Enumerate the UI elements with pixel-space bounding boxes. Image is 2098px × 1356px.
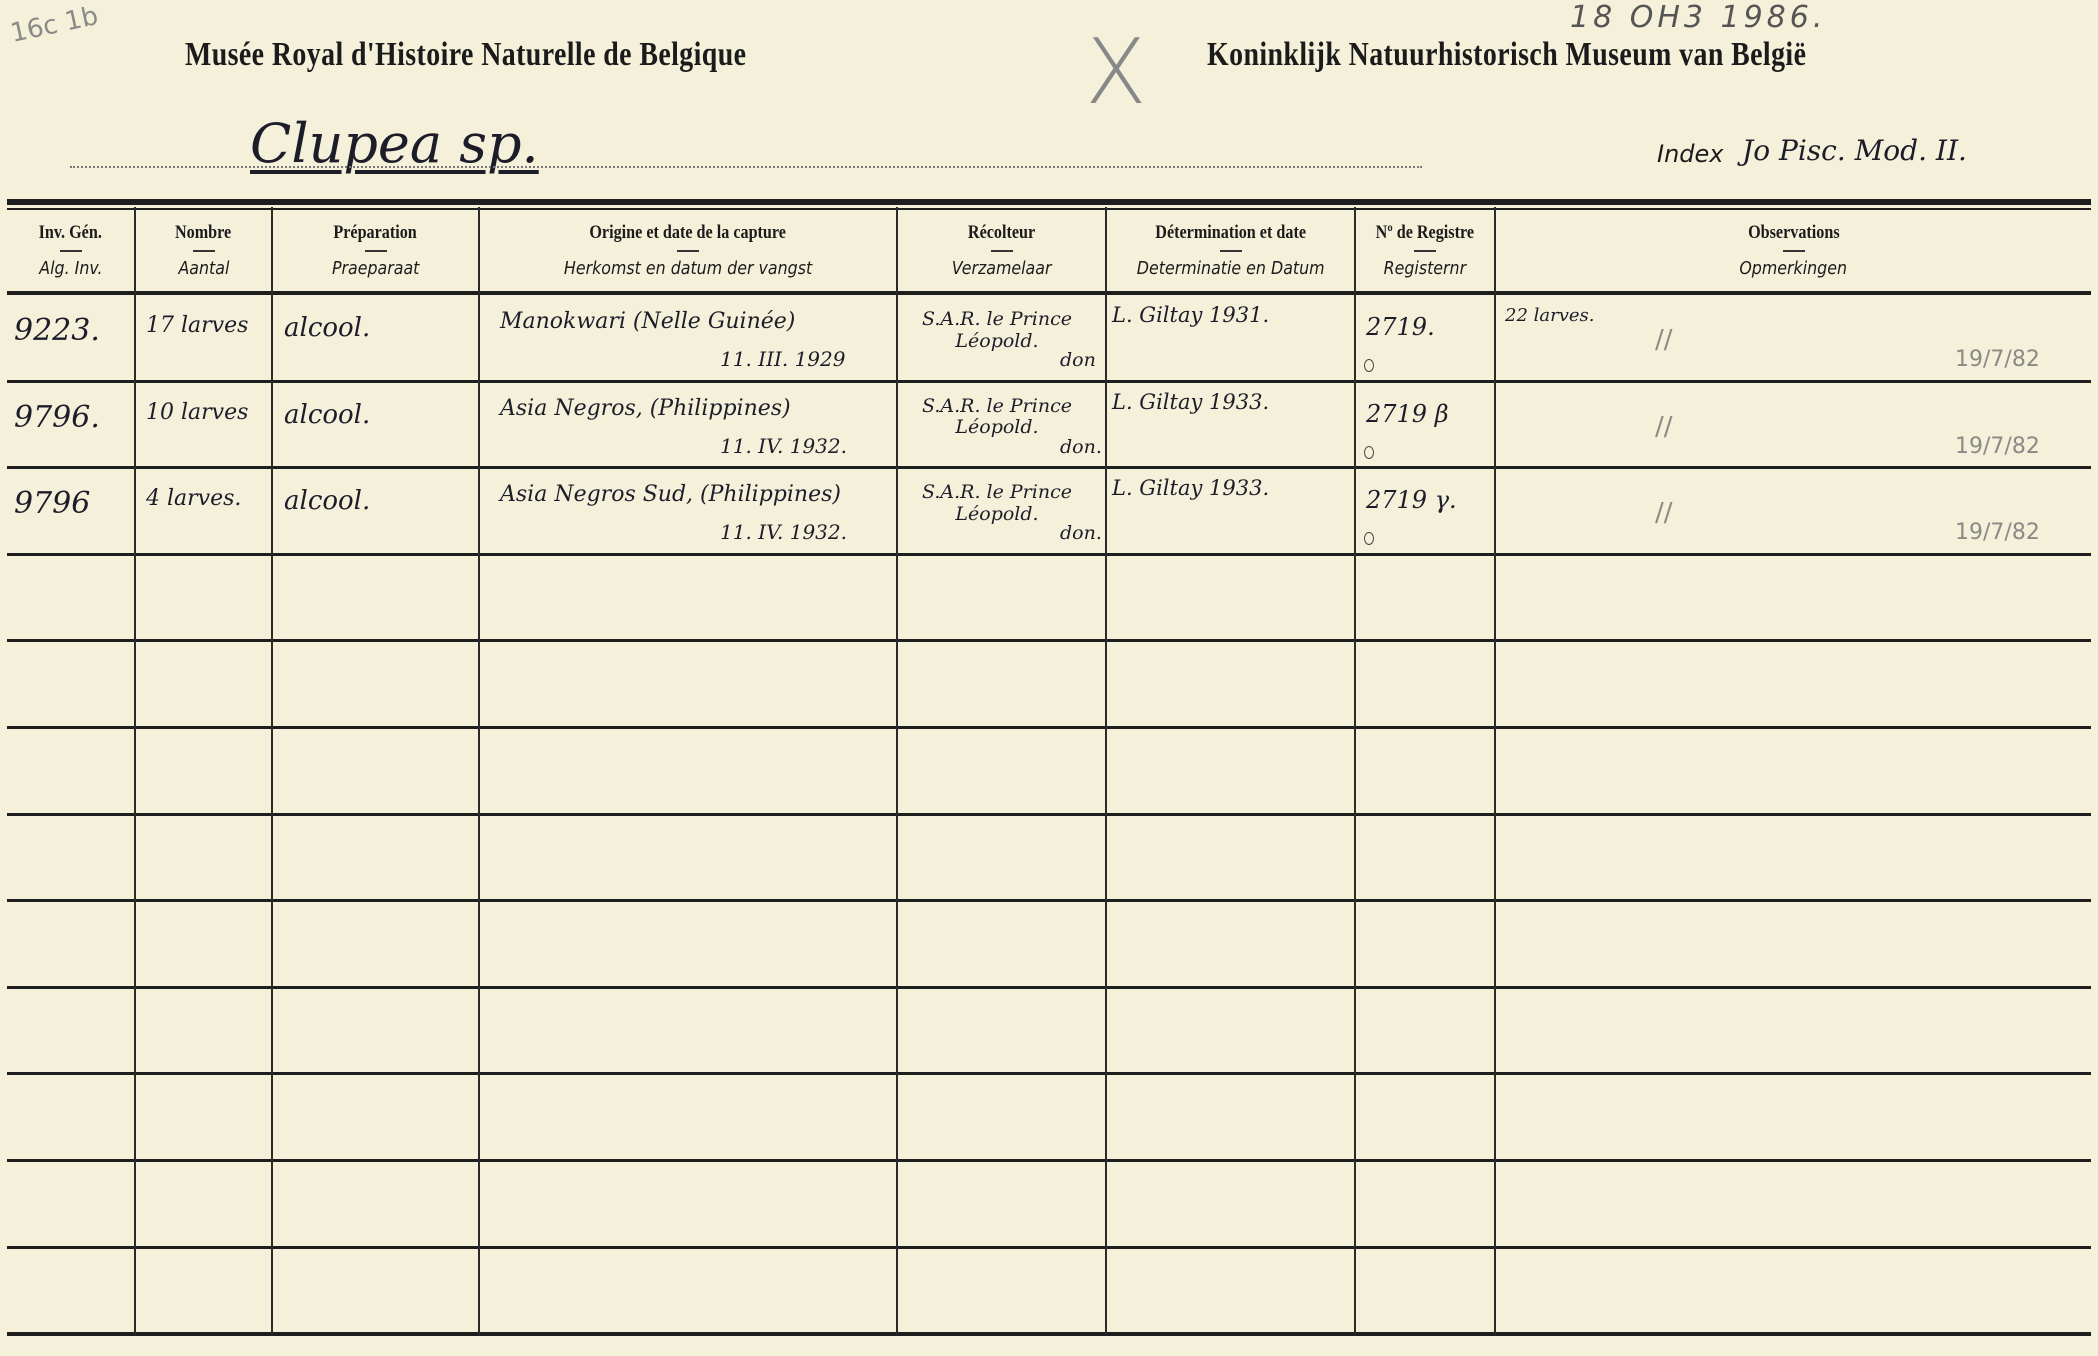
- title-nl: Koninklijk Natuurhistorisch Museum van B…: [1207, 36, 1807, 73]
- recolteur-cell: S.A.R. le Prince Léopold.: [922, 481, 1072, 526]
- col-header-preparation: Préparation Praeparaat: [273, 210, 478, 290]
- col-header-fr: Détermination et date: [1155, 221, 1306, 243]
- col-header-determination: Détermination et date Determinatie en Dat…: [1107, 210, 1354, 290]
- pencil-check-date: 19/7/82: [1955, 347, 2040, 372]
- col-line: [1354, 207, 1356, 1335]
- col-line: [1494, 207, 1496, 1335]
- pencil-check-date: 19/7/82: [1955, 433, 2040, 459]
- col-header-origine: Origine et date de la capture Herkomst en…: [480, 210, 896, 290]
- table-top-rule: [7, 199, 2091, 205]
- col-header-inv: Inv. Gén. Alg. Inv.: [7, 210, 134, 290]
- col-header-nl: Alg. Inv.: [38, 257, 103, 279]
- col-line: [134, 207, 136, 1335]
- recolteur-cell: S.A.R. le Prince Léopold.: [922, 394, 1072, 439]
- col-header-fr: Nº de Registre: [1375, 221, 1475, 243]
- circle-mark: [1364, 359, 1374, 372]
- corner-note: 16c 1b: [7, 1, 101, 49]
- nombre-cell: 10 larves: [146, 399, 249, 425]
- index-value: Jo Pisc. Mod. II.: [1742, 134, 1967, 167]
- col-header-fr: Origine et date de la capture: [589, 221, 787, 243]
- col-header-fr: Inv. Gén.: [38, 221, 103, 243]
- determination-cell: L. Giltay 1933.: [1112, 389, 1270, 414]
- nombre-cell: 17 larves: [146, 313, 249, 338]
- origine-cell: Asia Negros, (Philippines): [500, 395, 791, 421]
- capture-date: 11. IV. 1932.: [720, 520, 847, 545]
- title-fr: Musée Royal d'Histoire Naturelle de Belg…: [185, 36, 747, 73]
- cross-mark: X: [1085, 20, 1147, 125]
- col-line: [478, 207, 480, 1335]
- col-header-fr: Récolteur: [967, 221, 1036, 243]
- pencil-check-date: 19/7/82: [1955, 520, 2040, 546]
- row-rule: [7, 1245, 2091, 1249]
- col-header-registre: Nº de Registre Registernr: [1356, 210, 1494, 290]
- inv-cell: 9796.: [14, 399, 100, 435]
- capture-date: 11. III. 1929: [720, 347, 846, 371]
- pencil-ditto-mark: //: [1655, 411, 1673, 442]
- registre-cell: 2719 γ.: [1366, 486, 1457, 515]
- row-rule: [7, 985, 2091, 989]
- col-header-fr: Préparation: [333, 221, 418, 243]
- row-rule: [7, 466, 2091, 470]
- row-rule: [7, 812, 2091, 816]
- recolteur-cell: S.A.R. le Prince Léopold.: [922, 308, 1072, 352]
- pencil-ditto-mark: //: [1655, 498, 1673, 529]
- col-header-nl: Herkomst en datum der vangst: [563, 257, 813, 279]
- col-header-fr: Nombre: [175, 221, 232, 243]
- origine-cell: Asia Negros Sud, (Philippines): [500, 482, 841, 508]
- row-rule: [7, 726, 2091, 729]
- registre-cell: 2719.: [1366, 313, 1435, 341]
- col-header-nl: Determinatie en Datum: [1136, 257, 1325, 279]
- determination-cell: L. Giltay 1933.: [1112, 476, 1270, 501]
- table-bottom-rule: [7, 1332, 2091, 1337]
- col-header-fr: Observations: [1747, 221, 1840, 243]
- preparation-cell: alcool.: [284, 399, 371, 430]
- pencil-ditto-mark: //: [1655, 325, 1673, 355]
- col-header-nl: Opmerkingen: [1739, 257, 1848, 279]
- col-header-nombre: Nombre Aantal: [136, 210, 271, 290]
- registre-cell: 2719 β: [1366, 399, 1449, 428]
- col-header-nl: Registernr: [1383, 257, 1467, 279]
- col-line: [896, 207, 898, 1335]
- capture-date: 11. IV. 1932.: [720, 433, 847, 458]
- stamp-date: 18 OH3 1986.: [1570, 0, 1827, 35]
- col-line: [1105, 207, 1107, 1335]
- row-rule: [7, 552, 2091, 556]
- col-header-nl: Verzamelaar: [951, 257, 1052, 279]
- row-rule: [7, 899, 2091, 903]
- origine-cell: Manokwari (Nelle Guinée): [500, 309, 796, 334]
- don-label: don: [1060, 349, 1096, 371]
- preparation-cell: alcool.: [284, 486, 371, 517]
- species-dotted-line: [70, 166, 1422, 168]
- row-rule: [7, 1159, 2091, 1162]
- preparation-cell: alcool.: [284, 313, 371, 343]
- col-header-recolteur: Récolteur Verzamelaar: [898, 210, 1105, 290]
- inv-cell: 9796: [14, 486, 91, 522]
- species-name: Clupea sp.: [250, 112, 539, 175]
- observations-cell: 22 larves.: [1505, 305, 1595, 326]
- index-label: Index: [1657, 140, 1724, 168]
- don-label: don.: [1060, 435, 1102, 458]
- circle-mark: [1364, 445, 1374, 459]
- header-bottom-rule: [7, 291, 2091, 295]
- circle-mark: [1364, 532, 1374, 546]
- col-header-nl: Praeparaat: [331, 257, 420, 279]
- nombre-cell: 4 larves.: [146, 486, 242, 512]
- row-rule: [7, 639, 2091, 643]
- determination-cell: L. Giltay 1931.: [1112, 303, 1270, 327]
- col-header-observations: Observations Opmerkingen: [1496, 210, 2091, 290]
- don-label: don.: [1060, 522, 1102, 545]
- col-line: [271, 207, 273, 1335]
- row-rule: [7, 1072, 2091, 1076]
- row-rule: [7, 379, 2091, 383]
- col-header-nl: Aantal: [178, 257, 229, 279]
- table-top-rule-thin: [7, 208, 2091, 210]
- inv-cell: 9223.: [14, 313, 100, 348]
